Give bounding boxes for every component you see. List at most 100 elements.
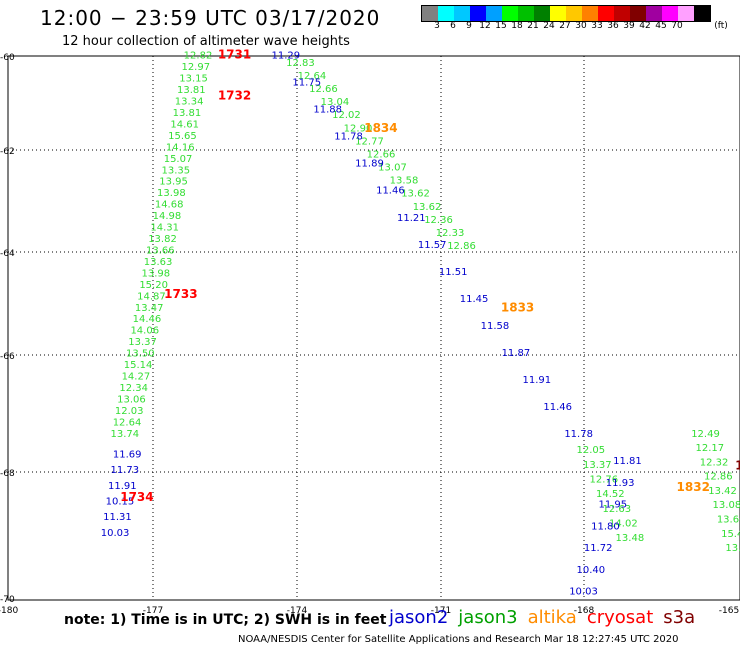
wave-height-value: 12.97 xyxy=(181,62,210,73)
legend-label: 3 xyxy=(434,21,440,31)
wave-height-value: 12.33 xyxy=(436,228,465,239)
wave-height-value: 12.03 xyxy=(115,406,144,417)
wave-height-value: 13.82 xyxy=(148,234,177,245)
wave-height-value: 11.89 xyxy=(355,159,384,170)
wave-height-value: 11.46 xyxy=(376,186,405,197)
pass-time-label: 1733 xyxy=(164,287,197,301)
wave-height-value: 12.36 xyxy=(424,215,453,226)
wave-height-value: 13.63 xyxy=(144,257,173,268)
wave-height-value: 11.51 xyxy=(439,267,468,278)
legend-swatch xyxy=(422,6,438,21)
wave-height-value: 11.57 xyxy=(418,240,447,251)
wave-height-value: 13.34 xyxy=(175,97,204,108)
wave-height-value: 11.91 xyxy=(108,481,137,492)
legend-label: 15 xyxy=(495,21,507,31)
wave-height-value: 13.07 xyxy=(378,163,407,174)
legend-swatch xyxy=(470,6,486,21)
legend-swatch xyxy=(630,6,646,21)
wave-height-value: 15.20 xyxy=(139,280,168,291)
wave-height-value: 13.48 xyxy=(616,533,645,544)
legend-label: 24 xyxy=(543,21,555,31)
longitude-tick-label: -168 xyxy=(574,606,595,616)
legend-swatch xyxy=(694,6,710,21)
pass-time-label: 1834 xyxy=(364,121,397,135)
pass-time-label: 1833 xyxy=(501,301,534,315)
wave-height-value: 14.16 xyxy=(166,142,195,153)
satellite-altika: altika xyxy=(527,607,577,628)
wave-height-value: 11.73 xyxy=(110,465,139,476)
legend-label: 33 xyxy=(591,21,603,31)
wave-height-value: 12.66 xyxy=(367,149,396,160)
wave-height-value: 11.21 xyxy=(397,213,426,224)
wave-height-value: 11.87 xyxy=(502,348,531,359)
chart-title: 12:00 − 23:59 UTC 03/17/2020 xyxy=(40,6,381,30)
wave-height-value: 13.35 xyxy=(161,165,190,176)
latitude-tick-label: -60 xyxy=(0,53,15,63)
credit-line: NOAA/NESDIS Center for Satellite Applica… xyxy=(238,634,679,645)
wave-height-value: 10.15 xyxy=(106,496,135,507)
wave-height-value: 12.90 xyxy=(344,123,373,134)
wave-height-value: 12.64 xyxy=(298,71,327,82)
wave-height-value: 10.40 xyxy=(577,565,606,576)
wave-height-value: 11.78 xyxy=(334,132,363,143)
wave-height-value: 13.62 xyxy=(401,189,430,200)
legend-unit: (ft) xyxy=(714,21,728,31)
wave-height-value: 12.63 xyxy=(603,504,632,515)
latitude-tick-label: -62 xyxy=(0,147,15,157)
wave-height-value: 12.17 xyxy=(695,443,724,454)
pass-time-label: 1734 xyxy=(120,490,153,504)
wave-height-value: 13.50 xyxy=(126,349,155,360)
wave-height-value: 14.98 xyxy=(153,211,182,222)
wave-height-value: 12.02 xyxy=(332,110,361,121)
wave-height-value: 13.74 xyxy=(110,429,139,440)
latitude-tick-label: -68 xyxy=(0,469,15,479)
longitude-tick-label: -171 xyxy=(431,606,451,616)
wave-height-value: 13.66 xyxy=(717,514,740,525)
wave-height-value: 13.42 xyxy=(708,486,737,497)
legend-swatch xyxy=(598,6,614,21)
legend-swatch xyxy=(518,6,534,21)
legend-swatch xyxy=(662,6,678,21)
legend-label: 9 xyxy=(466,21,472,31)
wave-height-value: 11.95 xyxy=(598,500,627,511)
wave-height-value: 11.75 xyxy=(292,78,321,89)
units-note: note: 1) Time is in UTC; 2) SWH is in fe… xyxy=(64,612,387,628)
wave-height-value: 11.58 xyxy=(481,321,510,332)
wave-height-value: 14.27 xyxy=(122,372,151,383)
wave-height-value: 12.05 xyxy=(577,445,606,456)
wave-height-value: 12.64 xyxy=(113,417,142,428)
wave-height-value: 12.86 xyxy=(704,472,733,483)
pass-time-label: 1731 xyxy=(218,48,251,62)
wave-height-value: 13.47 xyxy=(135,303,164,314)
wave-height-value: 14.31 xyxy=(150,223,179,234)
satellite-jason2: jason2 xyxy=(389,607,449,628)
wave-height-value: 11.72 xyxy=(584,543,613,554)
wave-height-value: 11.69 xyxy=(113,449,142,460)
legend-label: 21 xyxy=(527,21,539,31)
legend-label: 45 xyxy=(655,21,667,31)
wave-height-value: 11.93 xyxy=(606,478,635,489)
latitude-tick-label: -64 xyxy=(0,249,15,259)
color-scale-labels: 3 6 9 12 15 18 21 24 27 30 33 36 39 42 45 70 (ft) xyxy=(421,21,740,33)
wave-height-value: 11.91 xyxy=(522,375,551,386)
legend-label: 70 xyxy=(671,21,683,31)
legend-swatch xyxy=(438,6,454,21)
wave-height-value: 12.77 xyxy=(355,136,384,147)
longitude-tick-label: -165 xyxy=(719,606,739,616)
wave-height-value: 12.32 xyxy=(700,457,729,468)
wave-height-value: 14.46 xyxy=(133,314,162,325)
wave-height-value: 13.67 xyxy=(725,543,740,554)
wave-height-value: 15.65 xyxy=(168,131,197,142)
wave-height-value: 10.03 xyxy=(569,587,598,598)
pass-time-label: 19 xyxy=(735,458,740,472)
wave-height-value: 15.41 xyxy=(721,529,740,540)
satellite-jason3: jason3 xyxy=(458,607,518,628)
wave-height-value: 13.81 xyxy=(177,85,206,96)
wave-height-value: 13.06 xyxy=(117,394,146,405)
wave-height-value: 11.80 xyxy=(591,521,620,532)
wave-height-value: 13.98 xyxy=(142,268,171,279)
longitude-tick-label: -180 xyxy=(0,606,18,616)
wave-height-value: 14.61 xyxy=(170,119,199,130)
latitude-tick-label: -66 xyxy=(0,352,15,362)
